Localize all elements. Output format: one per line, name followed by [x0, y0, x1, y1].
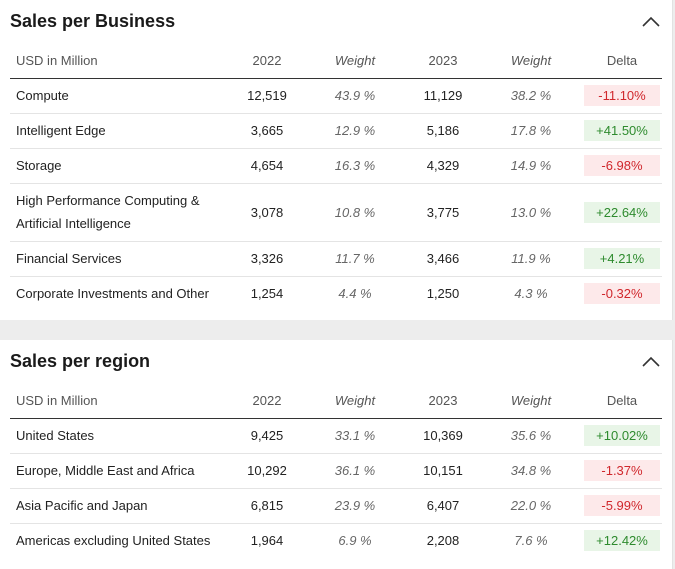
- weight-2023: 11.9 %: [480, 241, 582, 277]
- table-row: Europe, Middle East and Africa 10,292 36…: [10, 453, 662, 489]
- weight-2022: 4.4 %: [338, 286, 372, 302]
- weight-2023: 7.6 %: [514, 533, 548, 549]
- delta-badge: +22.64%: [584, 201, 660, 223]
- column-header-2023: 2023: [406, 43, 480, 79]
- column-header-2022: 2022: [230, 383, 304, 419]
- table-row: Americas excluding United States 1,964 6…: [10, 523, 662, 558]
- column-header-delta: Delta: [582, 43, 662, 79]
- weight-2023: 38.2 %: [480, 78, 582, 114]
- delta-badge: -11.10%: [584, 85, 660, 106]
- delta-badge: -0.32%: [584, 283, 660, 305]
- column-header-delta: Delta: [582, 383, 662, 419]
- value-2023: 3,466: [406, 241, 480, 277]
- delta-badge: +41.50%: [584, 120, 660, 141]
- chevron-up-icon: [642, 16, 660, 27]
- table-row: Financial Services 3,326 11.7 % 3,466 11…: [10, 241, 662, 277]
- column-header-weight-2023: Weight: [480, 43, 582, 79]
- column-header-2022: 2022: [230, 43, 304, 79]
- weight-2023: 35.6 %: [480, 418, 582, 454]
- weight-2023: 4.3 %: [514, 286, 548, 302]
- table-row: Intelligent Edge 3,665 12.9 % 5,186 17.8…: [10, 113, 662, 149]
- value-2022: 3,078: [230, 183, 304, 242]
- column-header-label: USD in Million: [10, 383, 230, 419]
- row-label: United States: [10, 418, 230, 454]
- column-header-label: USD in Million: [10, 43, 230, 79]
- row-label: Americas excluding United States: [16, 533, 211, 549]
- weight-2023: 13.0 %: [480, 183, 582, 242]
- weight-2022: 33.1 %: [304, 418, 406, 454]
- weight-2022: 6.9 %: [338, 533, 372, 549]
- table-row: Asia Pacific and Japan 6,815 23.9 % 6,40…: [10, 488, 662, 524]
- column-header-weight-2023: Weight: [480, 383, 582, 419]
- column-header-weight-2022: Weight: [304, 383, 406, 419]
- value-2023: 4,329: [406, 148, 480, 184]
- column-header-2023: 2023: [406, 383, 480, 419]
- row-label: Compute: [10, 78, 230, 114]
- delta-badge: -5.99%: [584, 495, 660, 516]
- sales-per-region-panel: Sales per region USD in Million 2022 Wei…: [0, 340, 673, 569]
- value-2023: 3,775: [406, 183, 480, 242]
- value-2022: 10,292: [230, 453, 304, 489]
- value-2022: 1,254: [250, 286, 284, 302]
- delta-badge: +4.21%: [584, 248, 660, 269]
- table-row: Storage 4,654 16.3 % 4,329 14.9 % -6.98%: [10, 148, 662, 184]
- value-2023: 1,250: [426, 286, 460, 302]
- panel-header: Sales per Business: [0, 0, 672, 42]
- value-2022: 4,654: [230, 148, 304, 184]
- value-2023: 5,186: [406, 113, 480, 149]
- table-row: United States 9,425 33.1 % 10,369 35.6 %…: [10, 418, 662, 454]
- value-2023: 2,208: [426, 533, 460, 549]
- table-row: High Performance Computing & Artificial …: [10, 183, 662, 242]
- weight-2022: 23.9 %: [304, 488, 406, 524]
- table-row: Corporate Investments and Other 1,254 4.…: [10, 276, 662, 311]
- column-header-weight-2022: Weight: [304, 43, 406, 79]
- panel-title: Sales per region: [10, 351, 151, 371]
- value-2022: 6,815: [230, 488, 304, 524]
- table-header-row: USD in Million 2022 Weight 2023 Weight D…: [10, 43, 662, 79]
- row-label: High Performance Computing & Artificial …: [10, 183, 230, 242]
- row-label: Storage: [10, 148, 230, 184]
- value-2023: 10,369: [406, 418, 480, 454]
- value-2022: 1,964: [250, 533, 284, 549]
- chevron-up-icon: [642, 356, 660, 367]
- delta-badge: -6.98%: [584, 155, 660, 176]
- value-2022: 9,425: [230, 418, 304, 454]
- delta-badge: +12.42%: [584, 530, 660, 552]
- weight-2023: 14.9 %: [480, 148, 582, 184]
- table-header-row: USD in Million 2022 Weight 2023 Weight D…: [10, 383, 662, 419]
- weight-2022: 12.9 %: [304, 113, 406, 149]
- weight-2022: 10.8 %: [304, 183, 406, 242]
- row-label: Europe, Middle East and Africa: [10, 453, 230, 489]
- table-row: Compute 12,519 43.9 % 11,129 38.2 % -11.…: [10, 78, 662, 114]
- value-2023: 11,129: [406, 78, 480, 114]
- value-2022: 3,326: [230, 241, 304, 277]
- weight-2022: 43.9 %: [304, 78, 406, 114]
- business-table: USD in Million 2022 Weight 2023 Weight D…: [10, 43, 662, 311]
- value-2023: 6,407: [406, 488, 480, 524]
- sales-per-business-panel: Sales per Business USD in Million 2022 W…: [0, 0, 673, 320]
- collapse-button[interactable]: [640, 12, 662, 30]
- weight-2023: 34.8 %: [480, 453, 582, 489]
- row-label: Intelligent Edge: [10, 113, 230, 149]
- weight-2022: 11.7 %: [304, 241, 406, 277]
- row-label: Financial Services: [10, 241, 230, 277]
- panel-header: Sales per region: [0, 340, 672, 382]
- collapse-button[interactable]: [640, 352, 662, 370]
- row-label-line: Artificial Intelligence: [16, 216, 131, 231]
- row-label: Asia Pacific and Japan: [10, 488, 230, 524]
- row-label: Corporate Investments and Other: [16, 286, 209, 302]
- weight-2022: 36.1 %: [304, 453, 406, 489]
- value-2022: 12,519: [230, 78, 304, 114]
- weight-2023: 22.0 %: [480, 488, 582, 524]
- region-table: USD in Million 2022 Weight 2023 Weight D…: [10, 383, 662, 558]
- value-2022: 3,665: [230, 113, 304, 149]
- weight-2022: 16.3 %: [304, 148, 406, 184]
- value-2023: 10,151: [406, 453, 480, 489]
- weight-2023: 17.8 %: [480, 113, 582, 149]
- delta-badge: -1.37%: [584, 460, 660, 481]
- panel-title: Sales per Business: [10, 11, 176, 31]
- row-label-line: High Performance Computing &: [16, 193, 200, 208]
- delta-badge: +10.02%: [584, 425, 660, 446]
